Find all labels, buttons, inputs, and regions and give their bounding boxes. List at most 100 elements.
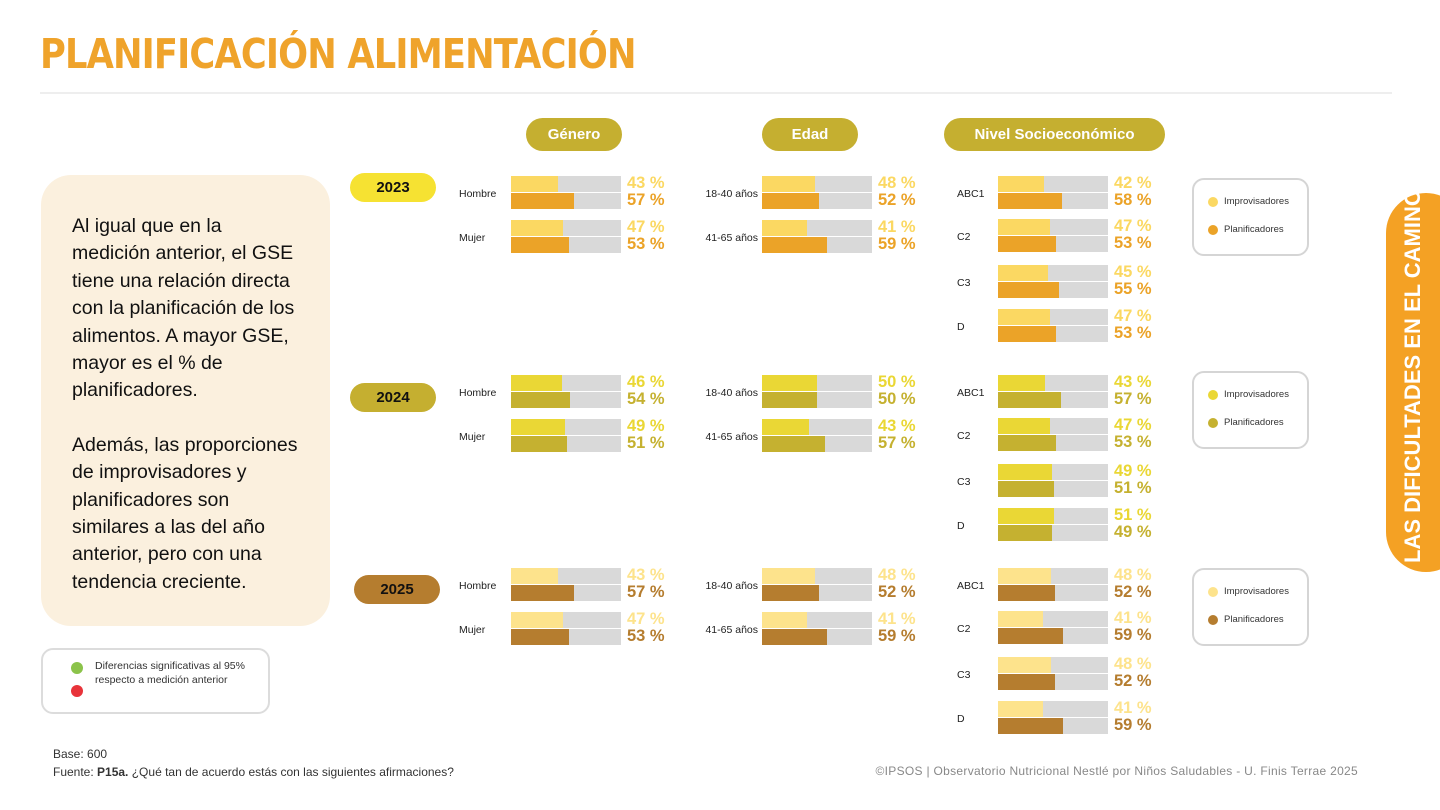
bar-track	[998, 265, 1108, 281]
legend-dot-improvisadores	[1208, 390, 1218, 400]
bar-improvisadores	[998, 418, 1050, 434]
bar-improvisadores	[998, 657, 1051, 673]
legend-dot-planificadores	[1208, 418, 1218, 428]
bar-track	[998, 375, 1108, 391]
bar-track	[762, 436, 872, 452]
legend-label-planificadores: Planificadores	[1224, 417, 1284, 428]
category-label: Mujer	[459, 624, 486, 636]
insight-paragraph-2: Además, las proporciones de improvisador…	[72, 433, 298, 593]
category-label: Hombre	[459, 387, 497, 399]
pct-label-planificadores: 57 %	[627, 191, 665, 209]
category-label: Hombre	[459, 580, 497, 592]
insight-paragraph-1: Al igual que en la medición anterior, el…	[72, 215, 295, 402]
bar-track	[998, 718, 1108, 734]
bar-planificadores	[762, 629, 827, 645]
bar-improvisadores	[762, 176, 815, 192]
bar-track	[511, 419, 621, 435]
bar-planificadores	[998, 392, 1061, 408]
legend-dot-planificadores	[1208, 225, 1218, 235]
pct-label-planificadores: 52 %	[1114, 583, 1152, 601]
bar-track	[762, 237, 872, 253]
bar-improvisadores	[511, 375, 562, 391]
bar-planificadores	[762, 237, 827, 253]
bar-planificadores	[511, 629, 570, 645]
pct-label-improvisadores: 47 %	[1114, 307, 1152, 325]
bar-track	[998, 435, 1108, 451]
footer-source-prefix: Fuente:	[53, 765, 98, 779]
bar-track	[511, 392, 621, 408]
category-label: D	[957, 321, 965, 333]
pct-label-planificadores: 51 %	[1114, 479, 1152, 497]
bar-track	[998, 392, 1108, 408]
significance-legend: Diferencias significativas al 95% respec…	[41, 648, 270, 714]
bar-track	[762, 585, 872, 601]
bar-track	[998, 568, 1108, 584]
bar-track	[998, 674, 1108, 690]
legend-box-2025: Improvisadores Planificadores	[1192, 568, 1309, 646]
category-label: 18-40 años	[705, 188, 758, 200]
bar-improvisadores	[762, 375, 817, 391]
bar-planificadores	[998, 525, 1052, 541]
bar-track	[762, 392, 872, 408]
bar-planificadores	[762, 193, 820, 209]
bar-track	[511, 193, 621, 209]
pct-label-improvisadores: 41 %	[1114, 699, 1152, 717]
bar-improvisadores	[998, 375, 1046, 391]
legend-dot-planificadores	[1208, 615, 1218, 625]
legend-label-planificadores: Planificadores	[1224, 614, 1284, 625]
bar-planificadores	[998, 282, 1059, 298]
bar-planificadores	[762, 585, 820, 601]
bar-track	[998, 525, 1108, 541]
bar-track	[998, 219, 1108, 235]
title-divider	[40, 92, 1392, 94]
bar-track	[762, 375, 872, 391]
category-label: 41-65 años	[705, 624, 758, 636]
category-label: C3	[957, 476, 971, 488]
bar-planificadores	[762, 436, 825, 452]
pct-label-planificadores: 59 %	[878, 627, 916, 645]
bar-track	[762, 220, 872, 236]
bar-track	[762, 193, 872, 209]
bar-planificadores	[998, 628, 1063, 644]
column-header-genero: Género	[526, 118, 622, 151]
year-pill-2025: 2025	[354, 575, 440, 604]
bar-track	[511, 568, 621, 584]
category-label: 18-40 años	[705, 387, 758, 399]
bar-improvisadores	[998, 464, 1052, 480]
pct-label-improvisadores: 47 %	[1114, 217, 1152, 235]
bar-track	[998, 481, 1108, 497]
pct-label-improvisadores: 43 %	[627, 566, 665, 584]
category-label: 18-40 años	[705, 580, 758, 592]
significance-legend-text: Diferencias significativas al 95% respec…	[95, 660, 245, 686]
category-label: C2	[957, 623, 971, 635]
bar-track	[998, 628, 1108, 644]
pct-label-improvisadores: 49 %	[627, 417, 665, 435]
pct-label-planificadores: 50 %	[878, 390, 916, 408]
column-header-edad: Edad	[762, 118, 858, 151]
legend-label-improvisadores: Improvisadores	[1224, 586, 1289, 597]
pct-label-planificadores: 53 %	[1114, 234, 1152, 252]
bar-track	[762, 568, 872, 584]
bar-track	[998, 657, 1108, 673]
pct-label-planificadores: 57 %	[627, 583, 665, 601]
bar-planificadores	[511, 237, 570, 253]
bar-improvisadores	[998, 176, 1045, 192]
bar-planificadores	[998, 236, 1057, 252]
category-label: ABC1	[957, 387, 985, 399]
bar-improvisadores	[511, 568, 559, 584]
footer-source-question: ¿Qué tan de acuerdo estás con las siguie…	[128, 765, 454, 779]
pct-label-improvisadores: 43 %	[878, 417, 916, 435]
pct-label-improvisadores: 48 %	[1114, 566, 1152, 584]
bar-track	[998, 508, 1108, 524]
category-label: Mujer	[459, 232, 486, 244]
bar-track	[511, 220, 621, 236]
bar-track	[511, 436, 621, 452]
pct-label-planificadores: 53 %	[1114, 324, 1152, 342]
bar-track	[762, 612, 872, 628]
bar-improvisadores	[762, 419, 810, 435]
bar-planificadores	[998, 481, 1055, 497]
category-label: C3	[957, 669, 971, 681]
pct-label-planificadores: 59 %	[1114, 716, 1152, 734]
pct-label-planificadores: 54 %	[627, 390, 665, 408]
pct-label-planificadores: 58 %	[1114, 191, 1152, 209]
